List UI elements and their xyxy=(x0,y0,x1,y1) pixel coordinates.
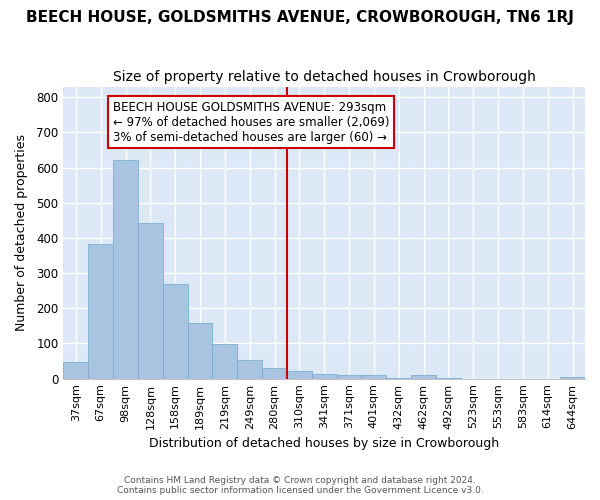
Bar xyxy=(560,376,585,378)
Bar xyxy=(337,375,361,378)
Bar xyxy=(411,375,436,378)
Bar xyxy=(188,324,212,378)
Title: Size of property relative to detached houses in Crowborough: Size of property relative to detached ho… xyxy=(113,70,536,84)
Bar xyxy=(64,362,88,378)
Text: BEECH HOUSE, GOLDSMITHS AVENUE, CROWBOROUGH, TN6 1RJ: BEECH HOUSE, GOLDSMITHS AVENUE, CROWBORO… xyxy=(26,10,574,25)
Bar xyxy=(312,374,337,378)
Bar xyxy=(138,223,163,378)
Bar xyxy=(361,375,386,378)
Bar xyxy=(262,368,287,378)
Text: Contains HM Land Registry data © Crown copyright and database right 2024.
Contai: Contains HM Land Registry data © Crown c… xyxy=(116,476,484,495)
Bar xyxy=(212,344,237,378)
Bar xyxy=(113,160,138,378)
Bar xyxy=(88,244,113,378)
Bar xyxy=(163,284,188,378)
Bar xyxy=(287,371,312,378)
Y-axis label: Number of detached properties: Number of detached properties xyxy=(15,134,28,331)
X-axis label: Distribution of detached houses by size in Crowborough: Distribution of detached houses by size … xyxy=(149,437,499,450)
Text: BEECH HOUSE GOLDSMITHS AVENUE: 293sqm
← 97% of detached houses are smaller (2,06: BEECH HOUSE GOLDSMITHS AVENUE: 293sqm ← … xyxy=(113,100,389,144)
Bar xyxy=(237,360,262,378)
